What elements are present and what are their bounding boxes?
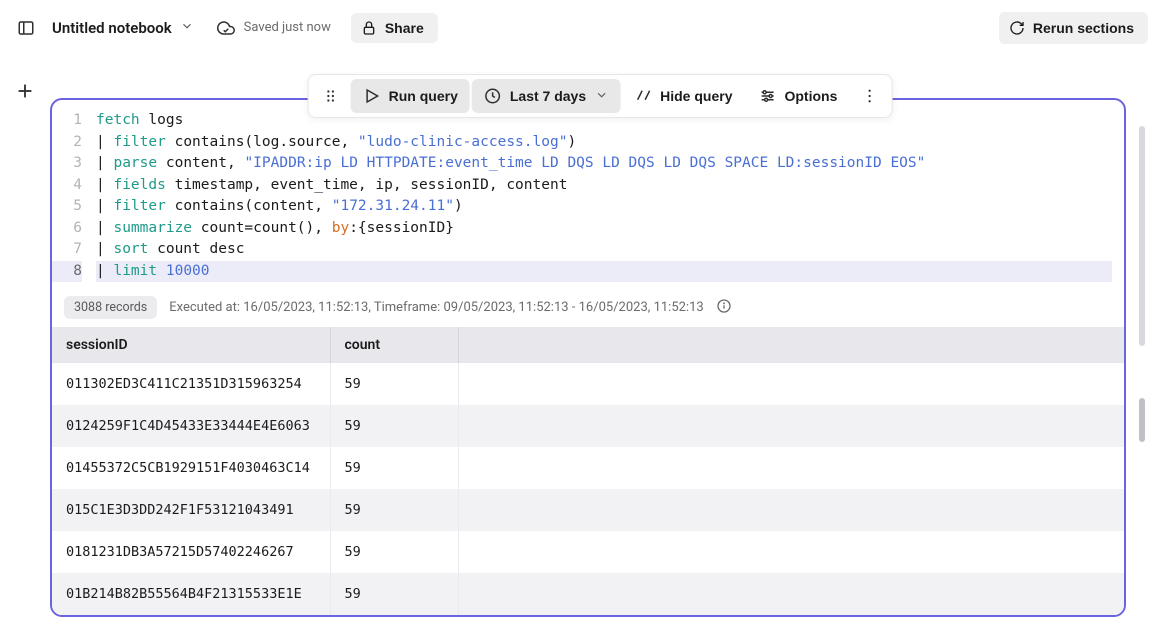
- line-number: 6: [52, 218, 82, 240]
- main-area: Run query Last 7 days Hide query Options…: [50, 62, 1150, 637]
- cell-sessionid: 01455372C5CB1929151F4030463C14: [52, 447, 330, 489]
- cell-sessionid: 01B214B82B55564B4F21315533E1E: [52, 573, 330, 615]
- code-line[interactable]: | filter contains(log.source, "ludo-clin…: [96, 132, 1112, 154]
- cell-count: 59: [330, 447, 458, 489]
- header-right: Rerun sections: [999, 12, 1148, 44]
- hide-query-label: Hide query: [660, 88, 732, 104]
- table-row[interactable]: 01455372C5CB1929151F4030463C1459: [52, 447, 1124, 489]
- column-header[interactable]: sessionID: [52, 327, 330, 363]
- code-line[interactable]: | fields timestamp, event_time, ip, sess…: [96, 175, 1112, 197]
- cell-count: 59: [330, 573, 458, 615]
- cell-sessionid: 0181231DB3A57215D57402246267: [52, 531, 330, 573]
- cell-count: 59: [330, 405, 458, 447]
- cell-empty: [458, 363, 1124, 405]
- code-line[interactable]: | filter contains(content, "172.31.24.11…: [96, 196, 1112, 218]
- saved-status: Saved just now: [214, 16, 331, 40]
- rerun-label: Rerun sections: [1033, 20, 1134, 36]
- cell-toolbar: Run query Last 7 days Hide query Options: [308, 74, 893, 118]
- cell-sessionid: 015C1E3D3DD242F1F53121043491: [52, 489, 330, 531]
- notebook-title[interactable]: Untitled notebook: [52, 19, 194, 37]
- table-row[interactable]: 0181231DB3A57215D5740224626759: [52, 531, 1124, 573]
- cell-empty: [458, 489, 1124, 531]
- panel-toggle-icon[interactable]: [14, 16, 38, 40]
- cell-count: 59: [330, 489, 458, 531]
- cell-empty: [458, 405, 1124, 447]
- line-number: 3: [52, 153, 82, 175]
- notebook-title-text: Untitled notebook: [52, 19, 172, 37]
- line-number: 1: [52, 110, 82, 132]
- rerun-button[interactable]: Rerun sections: [999, 12, 1148, 44]
- records-pill: 3088 records: [64, 296, 157, 319]
- line-gutter: 12345678: [52, 110, 96, 282]
- cell-sessionid: 011302ED3C411C21351D315963254: [52, 363, 330, 405]
- code-line[interactable]: | parse content, "IPADDR:ip LD HTTPDATE:…: [96, 153, 1112, 175]
- cell-empty: [458, 573, 1124, 615]
- column-header-empty: [458, 327, 1124, 363]
- line-number: 4: [52, 175, 82, 197]
- chevron-down-icon[interactable]: [180, 19, 194, 37]
- drag-handle-icon[interactable]: [313, 79, 349, 113]
- add-cell-button[interactable]: [14, 80, 36, 106]
- saved-text: Saved just now: [244, 20, 331, 35]
- code-line[interactable]: | summarize count=count(), by:{sessionID…: [96, 218, 1112, 240]
- scrollbar-track[interactable]: [1139, 126, 1145, 346]
- header-left: Untitled notebook Saved just now Share: [14, 13, 438, 43]
- top-header: Untitled notebook Saved just now Share R…: [0, 0, 1162, 56]
- query-cell: 12345678 fetch logs| filter contains(log…: [50, 98, 1126, 617]
- cell-count: 59: [330, 363, 458, 405]
- hide-query-button[interactable]: Hide query: [622, 79, 744, 113]
- column-header[interactable]: count: [330, 327, 458, 363]
- result-table: sessionID count 011302ED3C411C21351D3159…: [52, 327, 1124, 615]
- timeframe-picker[interactable]: Last 7 days: [472, 79, 620, 113]
- table-row[interactable]: 011302ED3C411C21351D31596325459: [52, 363, 1124, 405]
- code-body[interactable]: fetch logs| filter contains(log.source, …: [96, 110, 1124, 282]
- line-number: 2: [52, 132, 82, 154]
- line-number: 5: [52, 196, 82, 218]
- options-button[interactable]: Options: [746, 79, 849, 113]
- table-row[interactable]: 015C1E3D3DD242F1F5312104349159: [52, 489, 1124, 531]
- cloud-check-icon: [214, 16, 238, 40]
- timeframe-label: Last 7 days: [510, 88, 586, 104]
- info-icon[interactable]: [716, 298, 732, 318]
- code-line[interactable]: | sort count desc: [96, 239, 1112, 261]
- table-header-row: sessionID count: [52, 327, 1124, 363]
- cell-empty: [458, 531, 1124, 573]
- cell-count: 59: [330, 531, 458, 573]
- more-menu-button[interactable]: [851, 79, 887, 113]
- options-label: Options: [784, 88, 837, 104]
- run-query-button[interactable]: Run query: [351, 79, 470, 113]
- table-row[interactable]: 0124259F1C4D45433E33444E4E606359: [52, 405, 1124, 447]
- line-number: 7: [52, 239, 82, 261]
- result-meta: 3088 records Executed at: 16/05/2023, 11…: [52, 288, 1124, 327]
- cell-empty: [458, 447, 1124, 489]
- run-query-label: Run query: [389, 88, 458, 104]
- table-row[interactable]: 01B214B82B55564B4F21315533E1E59: [52, 573, 1124, 615]
- code-line[interactable]: | limit 10000: [96, 261, 1112, 283]
- scrollbar-thumb[interactable]: [1139, 398, 1145, 442]
- cell-sessionid: 0124259F1C4D45433E33444E4E6063: [52, 405, 330, 447]
- chevron-down-icon: [594, 88, 608, 105]
- line-number: 8: [52, 261, 82, 283]
- executed-text: Executed at: 16/05/2023, 11:52:13, Timef…: [169, 300, 703, 315]
- share-button[interactable]: Share: [351, 13, 438, 43]
- share-label: Share: [385, 20, 424, 36]
- code-editor[interactable]: 12345678 fetch logs| filter contains(log…: [52, 100, 1124, 288]
